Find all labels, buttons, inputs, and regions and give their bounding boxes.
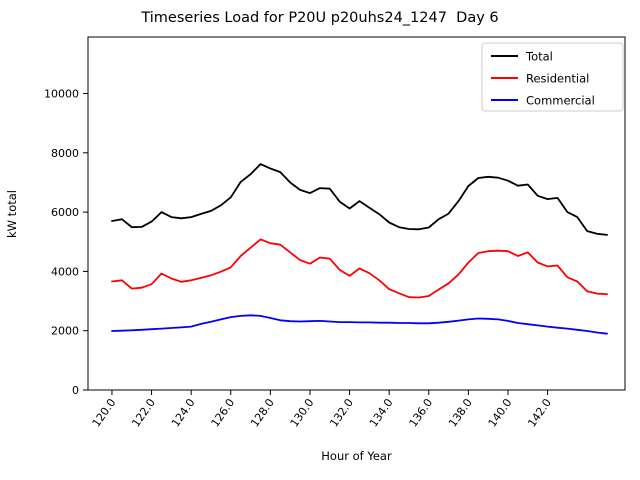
legend-item-commercial: Commercial	[491, 94, 595, 108]
y-tick-label: 4000	[51, 265, 79, 278]
x-tick-label: 128.0	[248, 396, 277, 429]
x-tick-label: 132.0	[327, 396, 356, 429]
y-tick-label: 8000	[51, 147, 79, 160]
x-tick-label: 122.0	[129, 396, 158, 429]
x-tick-label: 120.0	[90, 396, 119, 429]
x-tick-label: 124.0	[169, 396, 198, 429]
x-tick-label: 140.0	[486, 396, 515, 429]
x-tick-label: 142.0	[525, 396, 554, 429]
chart-title: Timeseries Load for P20U p20uhs24_1247 D…	[141, 10, 499, 26]
legend-item-residential: Residential	[491, 72, 589, 86]
legend-label: Residential	[526, 72, 589, 86]
series-line-residential	[111, 238, 608, 299]
legend-label: Total	[525, 50, 553, 64]
y-tick-label: 2000	[51, 325, 79, 338]
y-tick-label: 10000	[44, 88, 79, 101]
series-line-commercial	[111, 314, 608, 335]
x-tick-label: 130.0	[288, 396, 317, 429]
legend-label: Commercial	[526, 94, 595, 108]
x-tick-label: 138.0	[446, 396, 475, 429]
legend-item-total: Total	[491, 50, 553, 64]
x-tick-label: 126.0	[209, 396, 238, 429]
x-axis-label: Hour of Year	[321, 449, 392, 463]
x-tick-label: 136.0	[407, 396, 436, 429]
series-line-total	[111, 163, 608, 236]
plot-border	[87, 36, 626, 391]
x-tick-label: 134.0	[367, 396, 396, 429]
y-tick-label: 6000	[51, 206, 79, 219]
legend-box	[481, 42, 624, 112]
y-tick-label: 0	[72, 384, 79, 397]
